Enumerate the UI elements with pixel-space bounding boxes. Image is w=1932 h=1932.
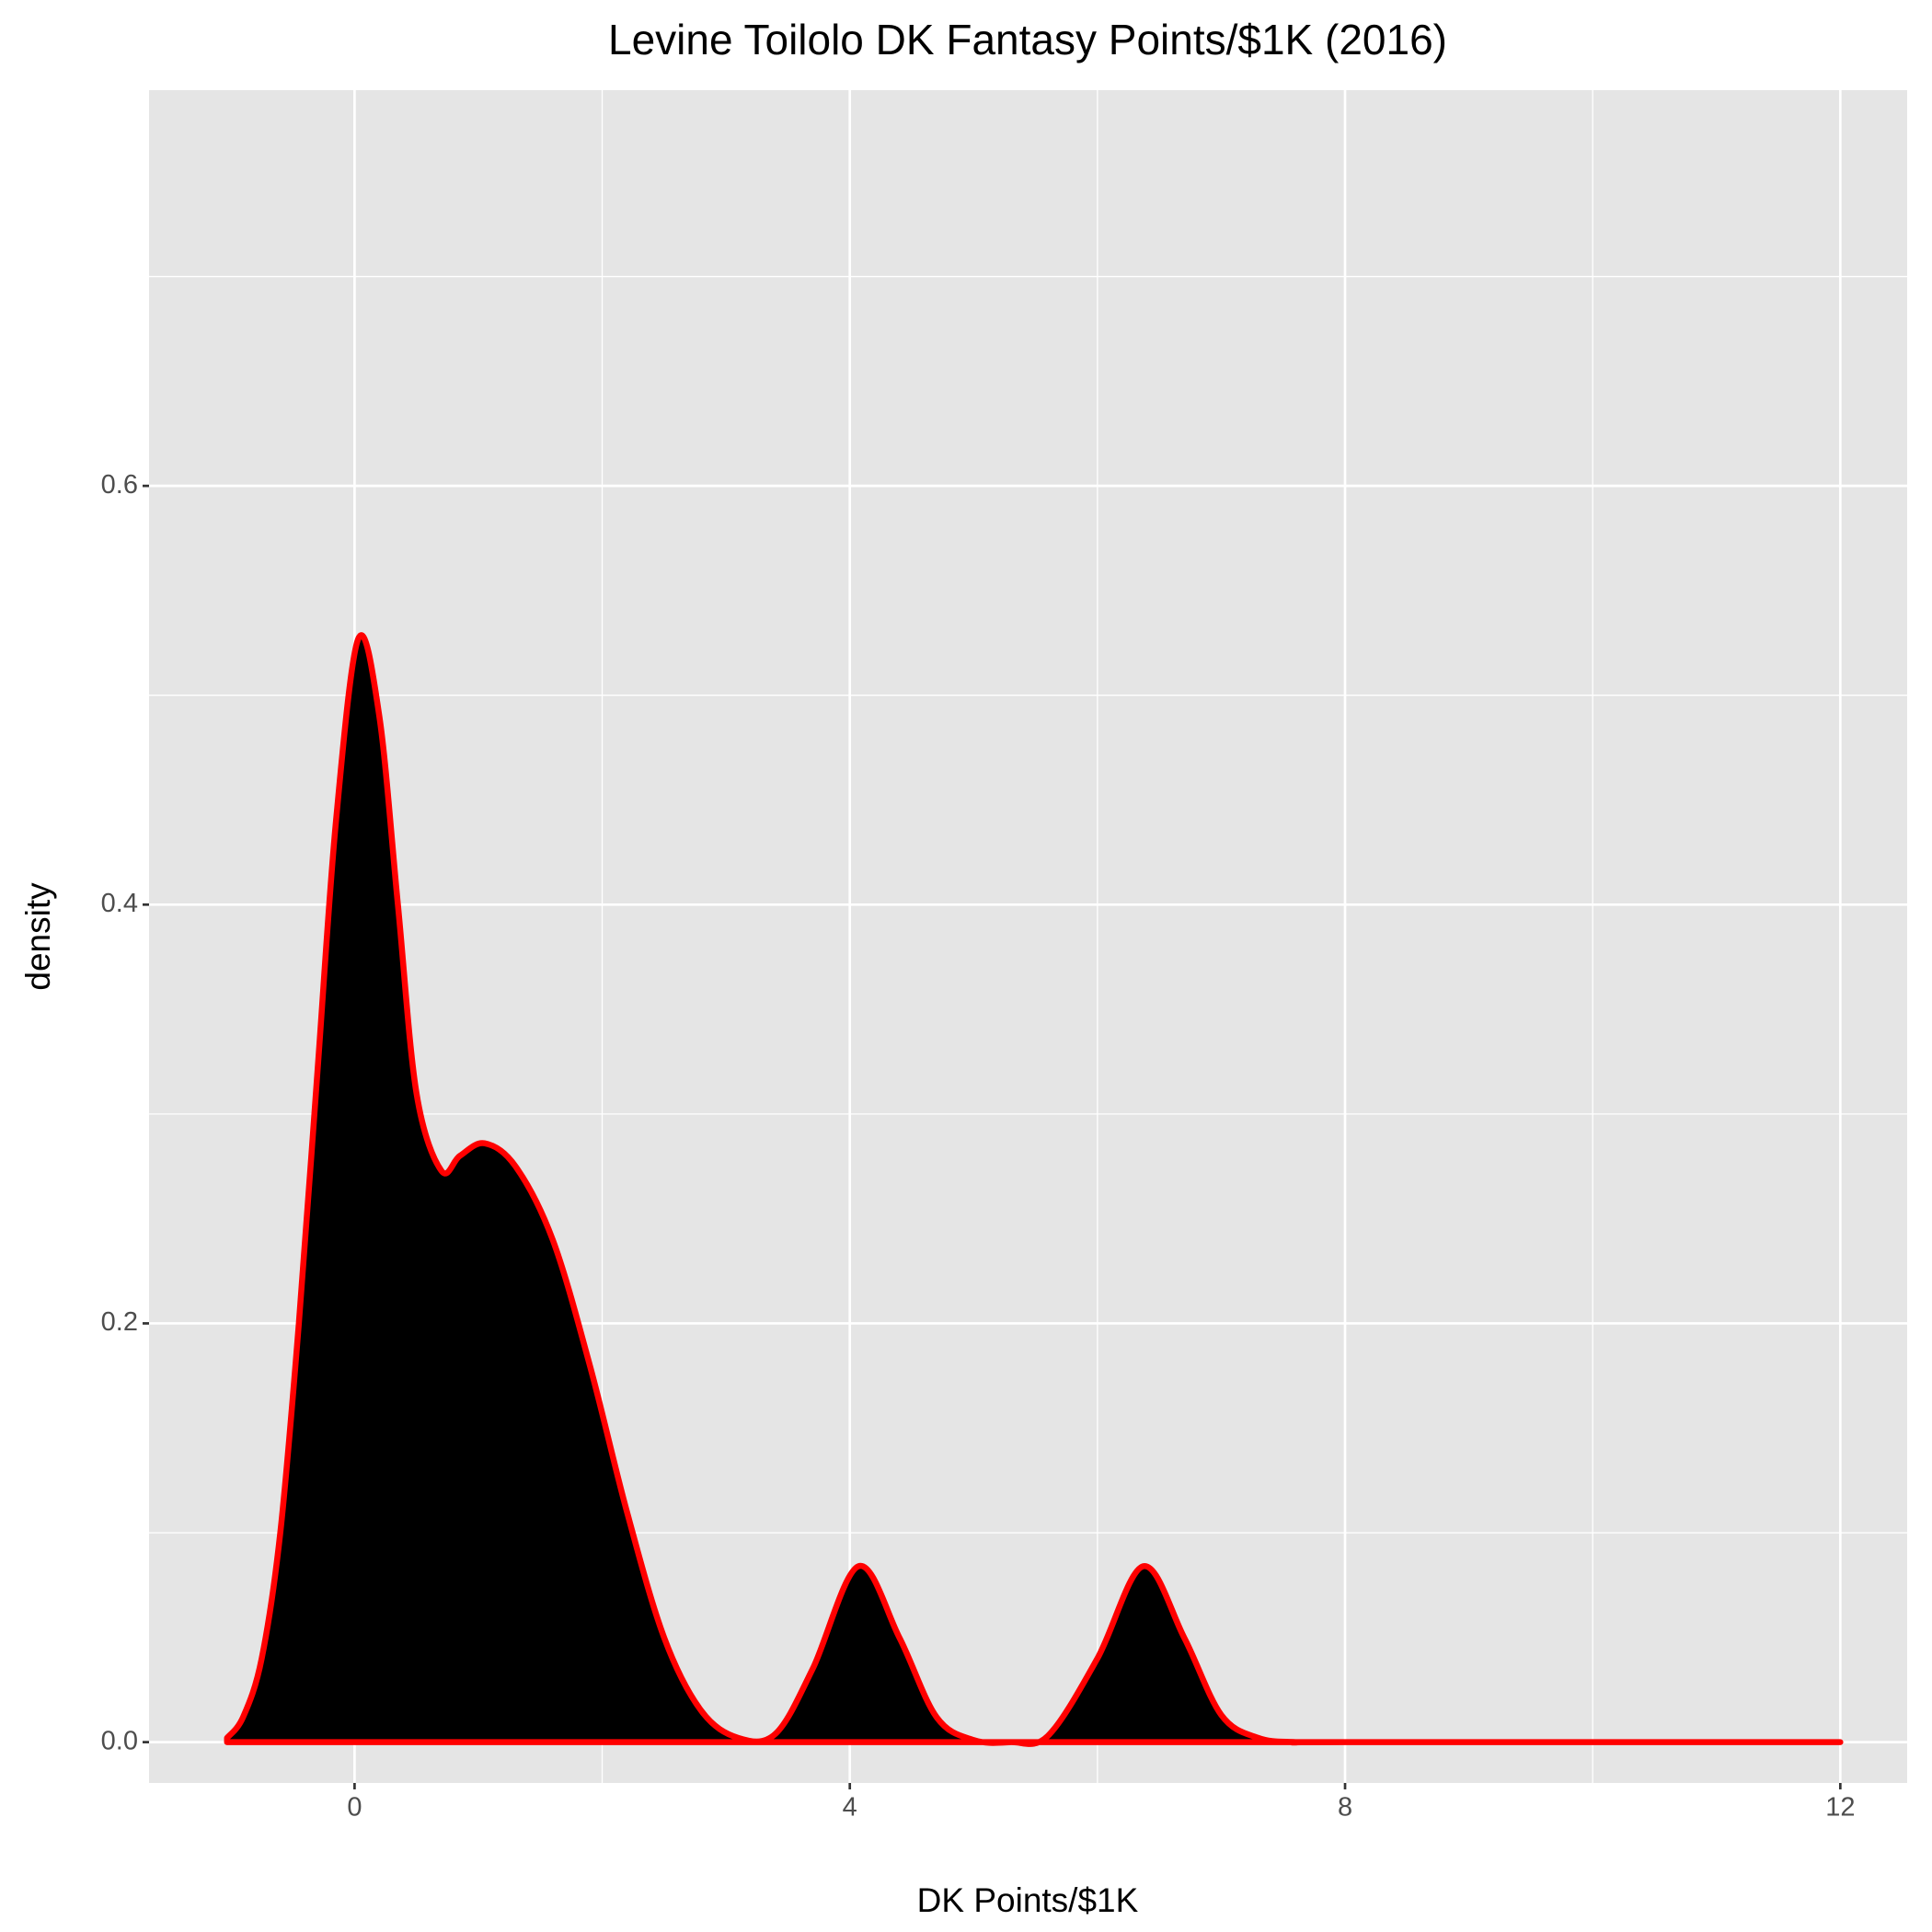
- y-tick-label: 0.4: [101, 889, 138, 918]
- x-tick-label: 12: [1825, 1793, 1855, 1823]
- density-area: [224, 632, 1844, 1747]
- x-tick-label: 0: [347, 1793, 362, 1823]
- y-tick-label: 0.6: [101, 470, 138, 500]
- y-tick-label: 0.2: [101, 1307, 138, 1337]
- y-axis-title: density: [19, 882, 57, 991]
- x-axis-title: DK Points/$1K: [917, 1881, 1139, 1919]
- chart-title: Levine Toilolo DK Fantasy Points/$1K (20…: [608, 16, 1447, 63]
- y-tick-label: 0.0: [101, 1726, 138, 1755]
- x-tick-label: 4: [843, 1793, 857, 1823]
- x-tick-label: 8: [1338, 1793, 1352, 1823]
